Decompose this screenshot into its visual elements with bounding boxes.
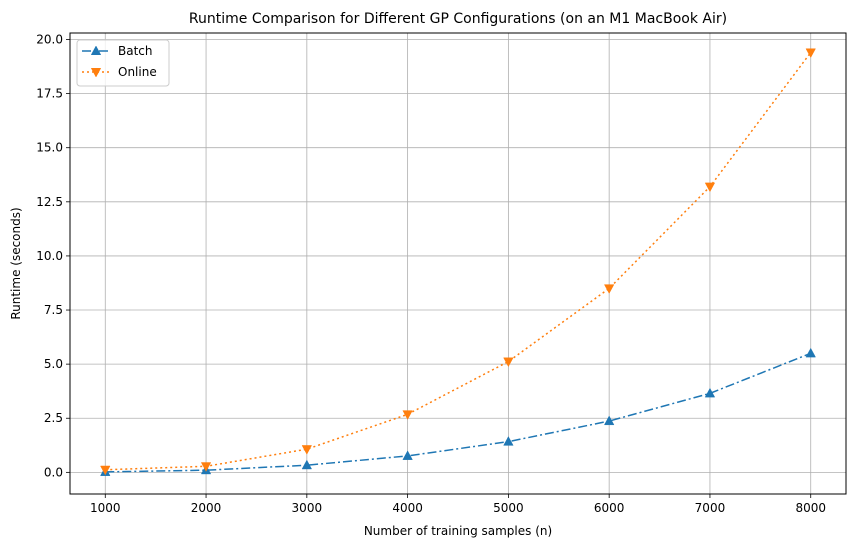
legend-label-batch: Batch bbox=[118, 44, 153, 58]
data-point-batch bbox=[503, 436, 514, 446]
series-line-online bbox=[105, 52, 812, 471]
data-point-batch bbox=[704, 387, 716, 398]
x-axis-ticks: 1000 2000 3000 4000 5000 6000 7000 8000 bbox=[90, 494, 826, 515]
data-point-online bbox=[402, 410, 413, 420]
data-point-online bbox=[503, 357, 514, 368]
legend-marker-batch bbox=[90, 45, 102, 55]
x-tick-label: 6000 bbox=[594, 501, 625, 515]
x-tick-label: 7000 bbox=[695, 501, 726, 515]
y-tick-label: 17.5 bbox=[36, 87, 63, 101]
y-tick-label: 7.5 bbox=[44, 303, 63, 317]
data-point-online bbox=[805, 48, 816, 59]
series-layer bbox=[100, 48, 816, 476]
data-point-batch bbox=[603, 415, 615, 426]
x-axis-label: Number of training samples (n) bbox=[364, 524, 552, 538]
data-point-online bbox=[100, 465, 111, 476]
data-point-online bbox=[603, 284, 615, 294]
y-tick-label: 20.0 bbox=[36, 32, 63, 46]
y-tick-label: 5.0 bbox=[44, 357, 63, 371]
y-tick-label: 10.0 bbox=[36, 249, 63, 263]
y-tick-label: 0.0 bbox=[44, 465, 63, 479]
x-tick-label: 8000 bbox=[795, 501, 826, 515]
data-point-online bbox=[200, 462, 212, 472]
data-point-batch bbox=[805, 347, 816, 358]
x-tick-label: 1000 bbox=[90, 501, 121, 515]
plot-frame bbox=[69, 32, 847, 495]
data-point-batch bbox=[301, 459, 313, 470]
x-tick-label: 2000 bbox=[191, 501, 222, 515]
chart-title: Runtime Comparison for Different GP Conf… bbox=[189, 11, 727, 27]
legend-marker-online bbox=[90, 68, 102, 78]
data-point-batch bbox=[402, 450, 413, 460]
y-tick-label: 15.0 bbox=[36, 141, 63, 155]
y-tick-label: 2.5 bbox=[44, 411, 63, 425]
grid bbox=[70, 33, 846, 494]
data-point-online bbox=[704, 182, 716, 193]
y-tick-label: 12.5 bbox=[36, 195, 63, 209]
x-tick-label: 3000 bbox=[292, 501, 323, 515]
data-point-online bbox=[301, 445, 313, 455]
y-axis-label: Runtime (seconds) bbox=[9, 207, 23, 319]
y-axis-ticks: 0.0 2.5 5.0 7.5 10.0 12.5 15.0 17.5 20.0 bbox=[36, 32, 70, 479]
x-tick-label: 5000 bbox=[493, 501, 524, 515]
legend-label-online: Online bbox=[118, 65, 157, 79]
legend: Batch Online bbox=[76, 39, 170, 87]
series-line-batch bbox=[105, 352, 812, 473]
x-tick-label: 4000 bbox=[392, 501, 423, 515]
